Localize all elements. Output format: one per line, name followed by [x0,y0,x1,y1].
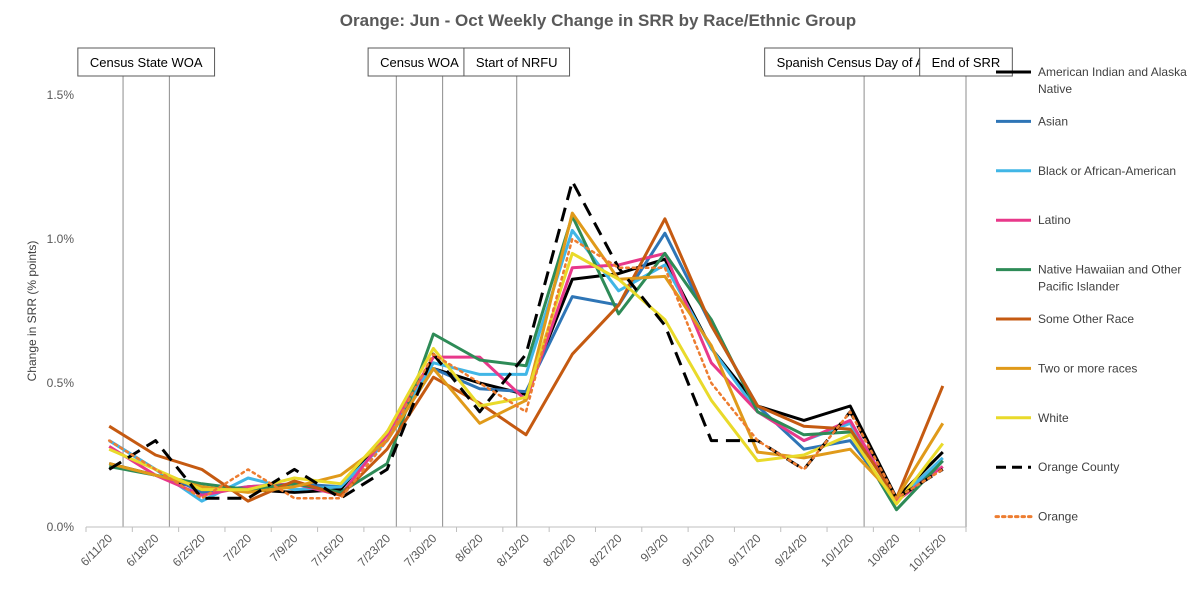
x-tick-label: 9/24/20 [772,531,810,569]
event-label: Spanish Census Day of Action [777,55,952,70]
series-line-orange [107,237,945,500]
event-label: Census WOA [380,55,459,70]
legend-item-two-or-more-races: Two or more races [996,361,1137,375]
x-tick-label: 10/1/20 [818,531,856,569]
legend-label: Two or more races [1038,361,1137,375]
x-tick-label: 6/18/20 [123,531,161,569]
x-tick-label: 8/20/20 [540,531,578,569]
x-tick-label: 7/23/20 [355,531,393,569]
legend-label: Orange County [1038,460,1119,474]
x-tick-label: 7/2/20 [221,531,255,565]
series-layer [107,179,945,512]
legend-label: American Indian and Alaska Native [1038,65,1187,96]
x-tick-label: 8/6/20 [452,531,486,565]
legend-label: Native Hawaiian and Other Pacific Islande… [1038,263,1181,294]
x-tick-label: 9/3/20 [638,531,672,565]
legend-label: Asian [1038,114,1068,128]
event-label: Census State WOA [90,55,203,70]
event-marker-census-woa: Census WOA [367,47,472,527]
legend-item-white: White [996,411,1069,425]
series-line-two-or-more-races [108,211,945,500]
y-tick-label: 0.0% [47,520,75,534]
legend-item-native-hawaiian-and-other-pacific-islander: Native Hawaiian and Other Pacific Islande… [996,263,1181,294]
legend-item-orange-county: Orange County [996,460,1119,474]
event-marker-start-of-nrfu: Start of NRFU [463,47,571,527]
series-line-native-hawaiian-and-other-pacific-islander [108,214,944,512]
event-label-box [77,47,216,77]
y-tick-label: 1.5% [47,88,75,102]
x-tick-label: 7/16/20 [309,531,347,569]
legend: American Indian and Alaska Native Asian Bla… [994,65,1187,524]
series-line-white [108,251,944,506]
legend-label: Latino [1038,213,1071,227]
event-marker-end-of-srr: End of SRR [919,47,1013,527]
legend-item-orange: Orange [994,510,1078,524]
legend-label: White [1038,411,1069,425]
x-tick-label: 7/9/20 [267,531,301,565]
event-label: Start of NRFU [476,55,558,70]
x-tick-label: 10/8/20 [864,531,902,569]
x-tick-label: 9/17/20 [725,531,763,569]
x-tick-label: 10/15/20 [906,531,949,574]
legend-item-american-indian-and-alaska-native: American Indian and Alaska Native [996,65,1187,96]
x-tick-label: 6/25/20 [170,531,208,569]
legend-label: Orange [1038,510,1078,524]
x-tick-label: 8/27/20 [587,531,625,569]
y-tick-label: 1.0% [47,232,75,246]
legend-item-asian: Asian [996,114,1068,128]
x-tick-label: 6/11/20 [78,531,116,569]
axis-layer: 0.0% 0.5% 1.0% 1.5% 6/11/20 6/18/20 6/25/20 7/2… [47,88,967,574]
y-axis-label: Change in SRR (% points) [25,241,39,382]
y-tick-label: 0.5% [47,376,75,390]
legend-label: Black or African-American [1038,164,1176,178]
x-tick-label: 9/10/20 [679,531,717,569]
series-line-some-other-race [108,217,945,503]
event-layer: Census State WOA Census WOA Start of NRFU S… [77,47,1013,527]
legend-item-latino: Latino [996,213,1071,227]
series-line-latino [108,251,944,503]
legend-item-black-or-african-american: Black or African-American [996,164,1176,178]
legend-item-some-other-race: Some Other Race [996,312,1134,326]
x-tick-label: 8/13/20 [494,531,532,569]
series-line-american-indian-and-alaska-native [108,257,944,500]
event-label-box [463,47,571,77]
x-tick-label: 7/30/20 [401,531,439,569]
event-label: End of SRR [932,55,1001,70]
chart-title: Orange: Jun - Oct Weekly Change in SRR b… [340,11,856,30]
event-marker-census-state-woa: Census State WOA [77,47,216,527]
legend-label: Some Other Race [1038,312,1134,326]
